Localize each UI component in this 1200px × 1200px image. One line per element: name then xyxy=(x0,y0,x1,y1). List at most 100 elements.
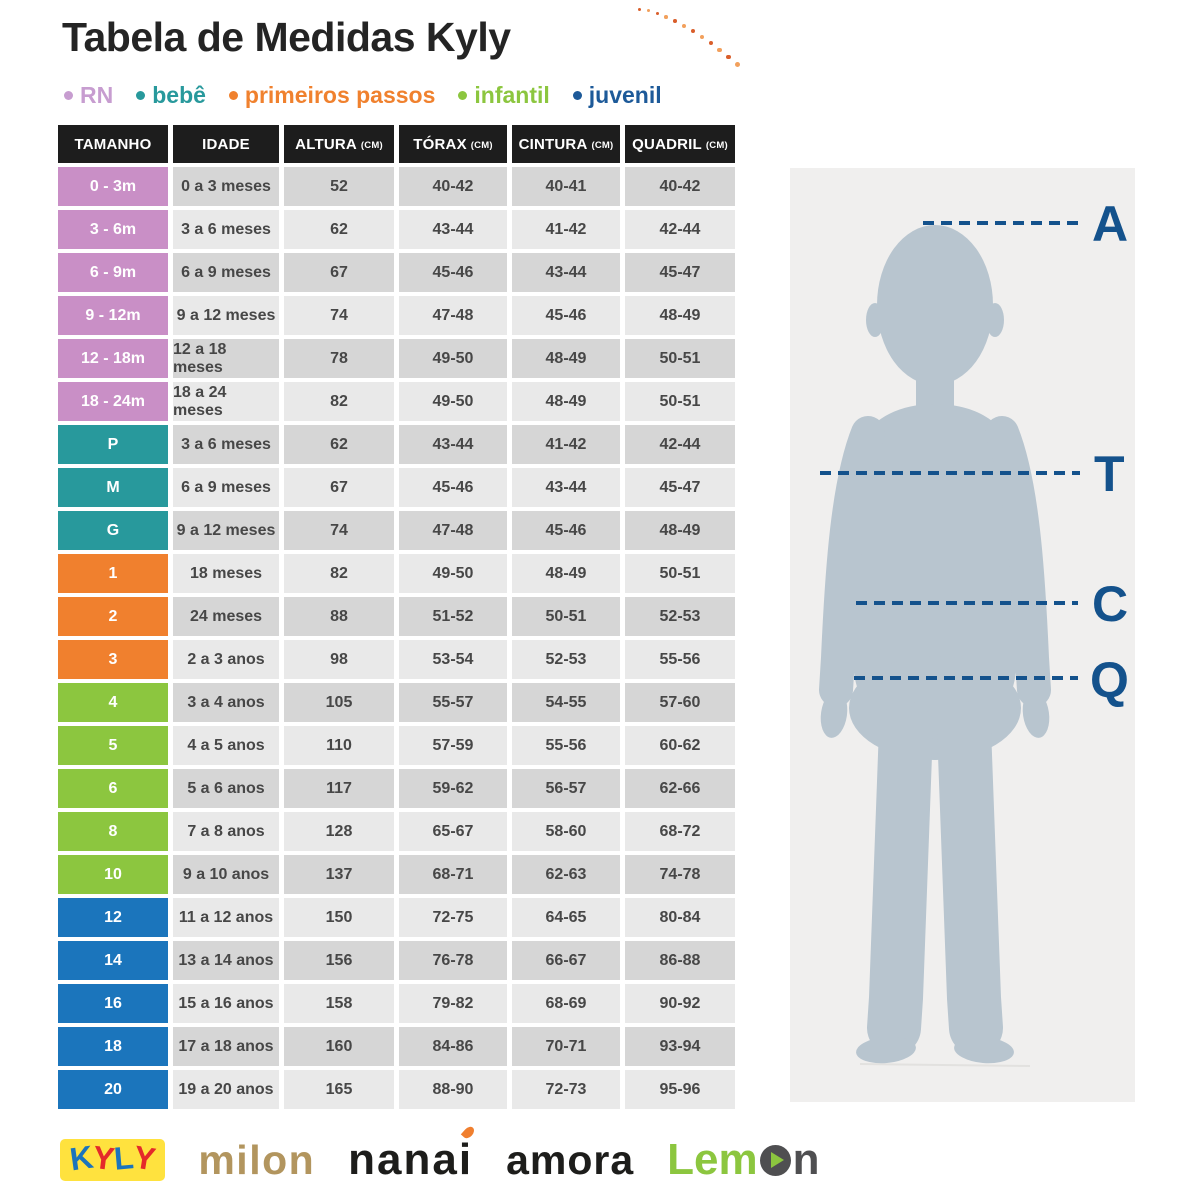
nanai-logo-text: nanai xyxy=(348,1135,474,1184)
idade-cell: 9 a 12 meses xyxy=(173,296,279,335)
altura-cell: 74 xyxy=(284,511,394,550)
arc-dot xyxy=(717,47,722,53)
label-altura: A xyxy=(1092,196,1128,252)
table-row: 2 24 meses 88 51-52 50-51 52-53 xyxy=(58,597,740,636)
quadril-cell: 93-94 xyxy=(625,1027,735,1066)
size-cell: 4 xyxy=(58,683,168,722)
quadril-cell: 68-72 xyxy=(625,812,735,851)
column-header-label: CINTURA xyxy=(518,135,588,153)
quadril-cell: 55-56 xyxy=(625,640,735,679)
torax-cell: 57-59 xyxy=(399,726,507,765)
child-silhouette-figure: A T C Q xyxy=(790,168,1135,1102)
cintura-cell: 70-71 xyxy=(512,1027,620,1066)
cintura-cell: 66-67 xyxy=(512,941,620,980)
legend-item: primeiros passos xyxy=(228,82,435,109)
arc-dot xyxy=(690,29,695,34)
size-cell: 3 - 6m xyxy=(58,210,168,249)
quadril-cell: 45-47 xyxy=(625,253,735,292)
column-header-label: ALTURA xyxy=(295,135,357,153)
arc-dot xyxy=(664,15,668,19)
torax-cell: 43-44 xyxy=(399,425,507,464)
column-header: QUADRIL (CM) xyxy=(625,125,735,163)
column-header: IDADE xyxy=(173,125,279,163)
quadril-cell: 95-96 xyxy=(625,1070,735,1109)
torax-cell: 49-50 xyxy=(399,554,507,593)
lemon-logo: Lem n xyxy=(667,1135,819,1185)
cintura-cell: 72-73 xyxy=(512,1070,620,1109)
sizes-table: TAMANHO IDADE ALTURA (CM) TÓRAX (CM) CINTURA (C… xyxy=(58,125,740,1113)
torax-cell: 51-52 xyxy=(399,597,507,636)
idade-cell: 19 a 20 anos xyxy=(173,1070,279,1109)
cintura-cell: 55-56 xyxy=(512,726,620,765)
legend-bullet-icon xyxy=(64,91,73,100)
idade-cell: 3 a 6 meses xyxy=(173,425,279,464)
idade-cell: 3 a 4 anos xyxy=(173,683,279,722)
arc-dot xyxy=(646,9,650,13)
legend-item: bebê xyxy=(136,82,206,109)
altura-cell: 160 xyxy=(284,1027,394,1066)
size-cell: 12 xyxy=(58,898,168,937)
cintura-cell: 56-57 xyxy=(512,769,620,808)
arc-dot xyxy=(638,8,641,11)
table-row: 18 17 a 18 anos 160 84-86 70-71 93-94 xyxy=(58,1027,740,1066)
table-row: 6 - 9m 6 a 9 meses 67 45-46 43-44 45-47 xyxy=(58,253,740,292)
idade-cell: 12 a 18 meses xyxy=(173,339,279,378)
quadril-cell: 45-47 xyxy=(625,468,735,507)
quadril-cell: 57-60 xyxy=(625,683,735,722)
torax-cell: 88-90 xyxy=(399,1070,507,1109)
lemon-logo-text: Lem xyxy=(667,1135,758,1184)
size-cell: 6 - 9m xyxy=(58,253,168,292)
table-row: 3 - 6m 3 a 6 meses 62 43-44 41-42 42-44 xyxy=(58,210,740,249)
idade-cell: 6 a 9 meses xyxy=(173,468,279,507)
floor-line xyxy=(859,1063,1031,1067)
nanai-logo: nanai xyxy=(348,1124,477,1185)
idade-cell: 3 a 6 meses xyxy=(173,210,279,249)
legend-label: bebê xyxy=(152,82,206,108)
page-title: Tabela de Medidas Kyly xyxy=(62,14,511,60)
idade-cell: 0 a 3 meses xyxy=(173,167,279,206)
cintura-cell: 45-46 xyxy=(512,511,620,550)
torax-cell: 47-48 xyxy=(399,511,507,550)
torax-cell: 55-57 xyxy=(399,683,507,722)
cintura-cell: 62-63 xyxy=(512,855,620,894)
cintura-cell: 50-51 xyxy=(512,597,620,636)
child-silhouette xyxy=(819,225,1051,1064)
column-header-label: TAMANHO xyxy=(74,135,152,153)
cintura-cell: 45-46 xyxy=(512,296,620,335)
legend-item: RN xyxy=(64,82,113,109)
torax-cell: 68-71 xyxy=(399,855,507,894)
legend-label: infantil xyxy=(474,82,550,108)
legend-bullet-icon xyxy=(228,91,238,100)
size-cell: 5 xyxy=(58,726,168,765)
size-cell: 6 xyxy=(58,769,168,808)
measurement-lines xyxy=(820,221,1082,680)
altura-cell: 156 xyxy=(284,941,394,980)
arc-dot xyxy=(735,62,740,67)
play-arrow-icon xyxy=(770,1152,784,1168)
column-header-unit: (CM) xyxy=(360,139,383,151)
altura-cell: 158 xyxy=(284,984,394,1023)
size-cell: 8 xyxy=(58,812,168,851)
quadril-cell: 62-66 xyxy=(625,769,735,808)
quadril-cell: 42-44 xyxy=(625,210,735,249)
quadril-cell: 40-42 xyxy=(625,167,735,206)
idade-cell: 4 a 5 anos xyxy=(173,726,279,765)
altura-cell: 98 xyxy=(284,640,394,679)
arc-dot xyxy=(708,40,713,46)
idade-cell: 15 a 16 anos xyxy=(173,984,279,1023)
idade-cell: 9 a 12 meses xyxy=(173,511,279,550)
cintura-cell: 48-49 xyxy=(512,554,620,593)
altura-cell: 165 xyxy=(284,1070,394,1109)
size-cell: 14 xyxy=(58,941,168,980)
table-row: 12 11 a 12 anos 150 72-75 64-65 80-84 xyxy=(58,898,740,937)
idade-cell: 7 a 8 anos xyxy=(173,812,279,851)
kyly-letter: Y xyxy=(131,1138,159,1178)
